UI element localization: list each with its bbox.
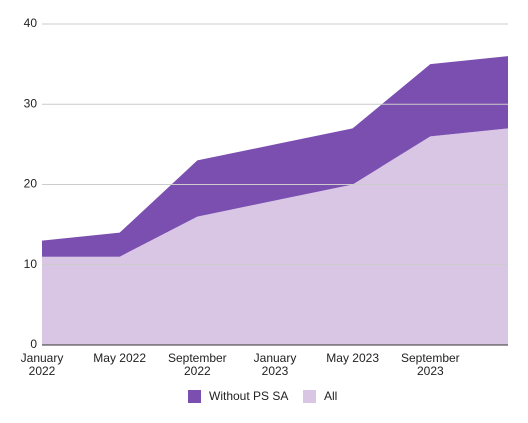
legend-item: All: [303, 389, 337, 403]
y-tick-label: 30: [24, 96, 38, 110]
y-tick-label: 20: [24, 177, 38, 191]
x-tick-label: January 2023: [253, 351, 297, 378]
legend-label: Without PS SA: [209, 389, 289, 403]
y-tick-label: 0: [30, 337, 37, 351]
y-tick-label: 10: [24, 257, 38, 271]
legend-swatch: [188, 389, 201, 403]
legend-swatch: [303, 389, 316, 403]
x-tick-label: May 2023: [326, 351, 379, 365]
x-tick-label: January 2022: [20, 351, 64, 378]
x-tick-label: September 2023: [400, 351, 460, 378]
legend-label: All: [324, 389, 338, 403]
x-tick-label: September 2022: [167, 351, 227, 378]
legend-item: Without PS SA: [188, 389, 288, 403]
area-without-ps-sa: [42, 56, 508, 257]
x-tick-label: May 2022: [93, 351, 146, 365]
area-all: [42, 128, 508, 345]
y-tick-label: 40: [24, 16, 38, 30]
